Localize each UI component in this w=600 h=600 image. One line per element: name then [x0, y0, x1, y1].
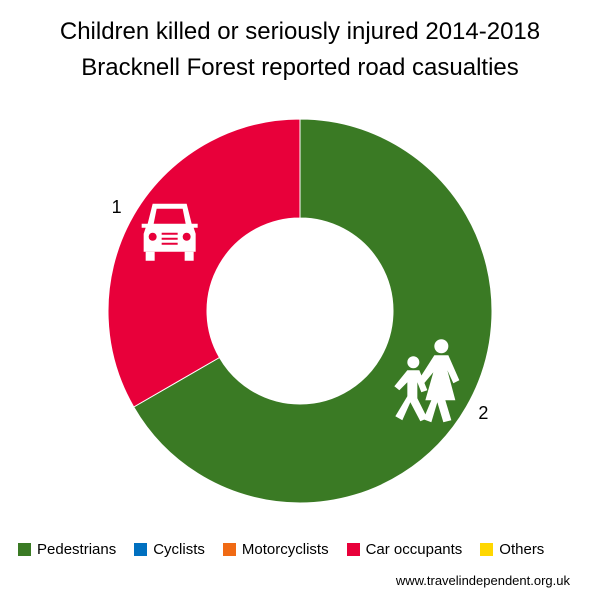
- legend-swatch-motorcyclists: [222, 543, 236, 556]
- legend-swatch-pedestrians: [18, 543, 31, 556]
- chart-subtitle: Bracknell Forest reported road casualtie…: [81, 54, 519, 81]
- legend-label-cyclists: Cyclists: [153, 541, 205, 558]
- legend-swatch-cyclists: [134, 543, 148, 556]
- legend-label-motorcyclists: Motorcyclists: [241, 541, 329, 558]
- legend-item-pedestrians: Pedestrians: [18, 541, 116, 558]
- legend-label-pedestrians: Pedestrians: [37, 541, 117, 558]
- legend-label-others: Others: [499, 541, 545, 558]
- car-icon: [141, 203, 198, 261]
- legend: Pedestrians Cyclists Motorcyclists Car o…: [18, 541, 590, 558]
- legend-label-car-occupants: Car occupants: [365, 541, 463, 558]
- legend-swatch-others: [480, 543, 494, 556]
- pedestrians-icon: [394, 339, 460, 423]
- legend-item-car-occupants: Car occupants: [346, 541, 463, 558]
- data-label-pedestrians: 2: [478, 403, 488, 423]
- legend-item-motorcyclists: Motorcyclists: [222, 541, 329, 558]
- website-link[interactable]: www.travelindependent.org.uk: [395, 573, 570, 588]
- legend-item-others: Others: [480, 541, 544, 558]
- data-label-car-occupants: 1: [112, 197, 122, 217]
- slice-car-occupants: [107, 118, 301, 408]
- chart-title: Children killed or seriously injured 201…: [59, 18, 541, 45]
- legend-item-cyclists: Cyclists: [134, 541, 205, 558]
- legend-swatch-car-occupants: [346, 543, 360, 556]
